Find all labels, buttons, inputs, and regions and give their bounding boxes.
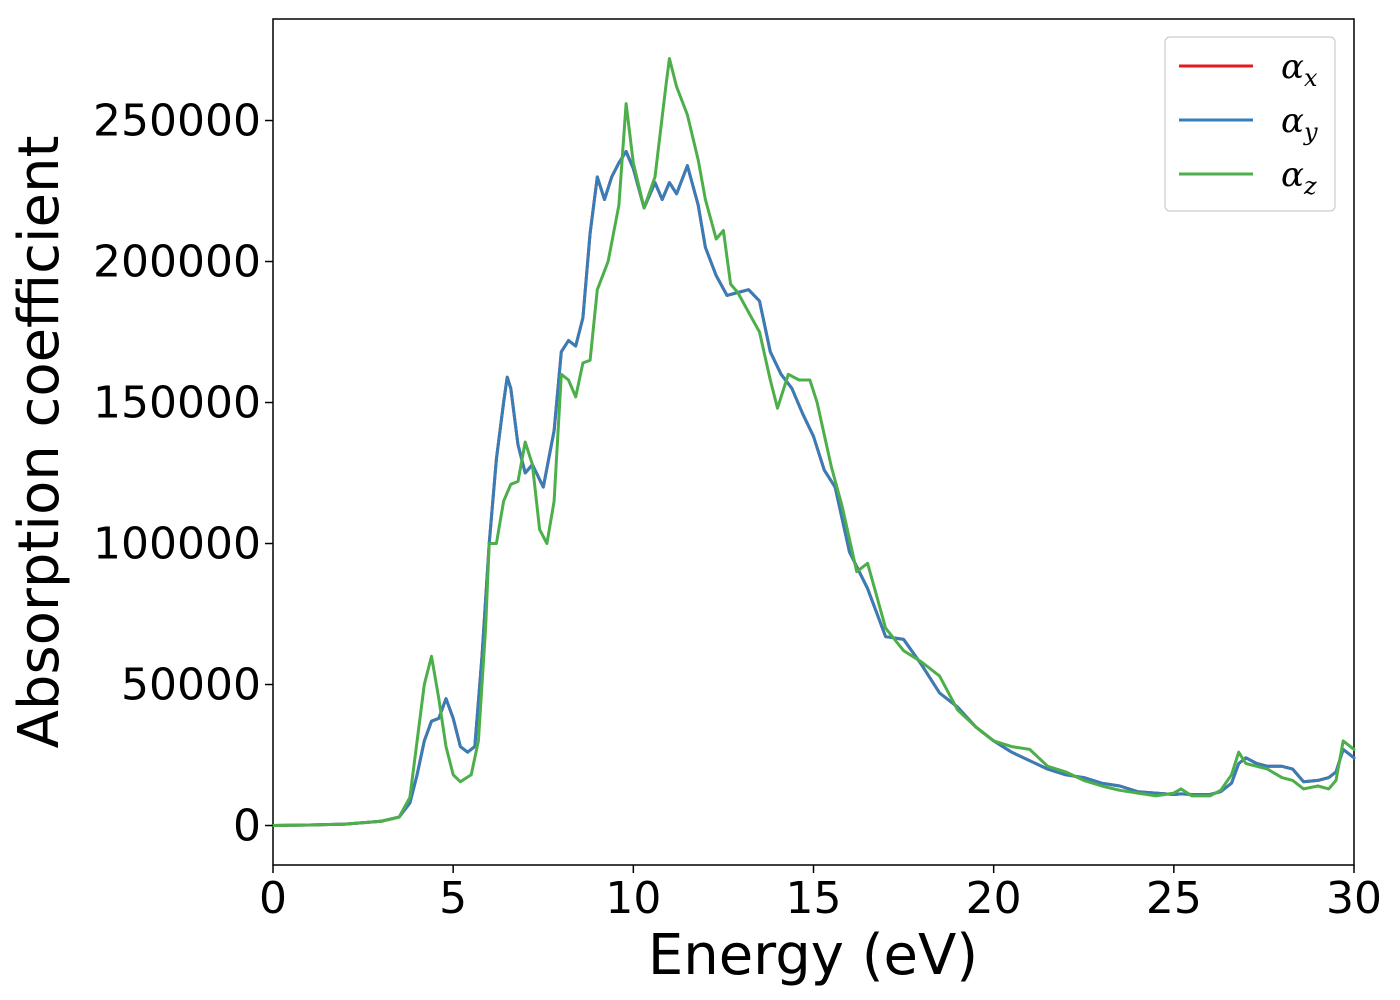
legend-box [1164,36,1336,212]
legend-label-x: αx [1281,47,1318,92]
y-tick-label: 0 [233,801,261,852]
series-layer [271,57,1356,827]
x-axis-label: Energy (eV) [648,923,978,988]
y-tick-label: 250000 [93,96,261,147]
legend-label-y: αy [1281,101,1318,146]
x-tick-label: 5 [439,873,467,924]
y-tick-label: 150000 [93,378,261,429]
series-line-y [271,150,1356,827]
y-tick-label: 200000 [93,237,261,288]
series-line-x [271,150,1356,827]
x-tick-label: 20 [966,873,1022,924]
y-tick-label: 50000 [121,660,261,711]
y-axis-ticks: 0 50000 100000 150000 200000 250000 [93,96,273,852]
y-axis-label: Absorption coefficient [7,136,72,749]
y-tick-label: 100000 [93,519,261,570]
x-axis-ticks: 0 5 10 15 20 25 30 [259,865,1382,924]
x-tick-label: 25 [1146,873,1202,924]
x-tick-label: 30 [1326,873,1382,924]
legend-label-z: αz [1281,155,1317,200]
x-tick-label: 10 [605,873,661,924]
series-line-z [271,57,1356,827]
legend: αx αy αz [1164,36,1336,212]
x-tick-label: 0 [259,873,287,924]
x-tick-label: 15 [786,873,842,924]
